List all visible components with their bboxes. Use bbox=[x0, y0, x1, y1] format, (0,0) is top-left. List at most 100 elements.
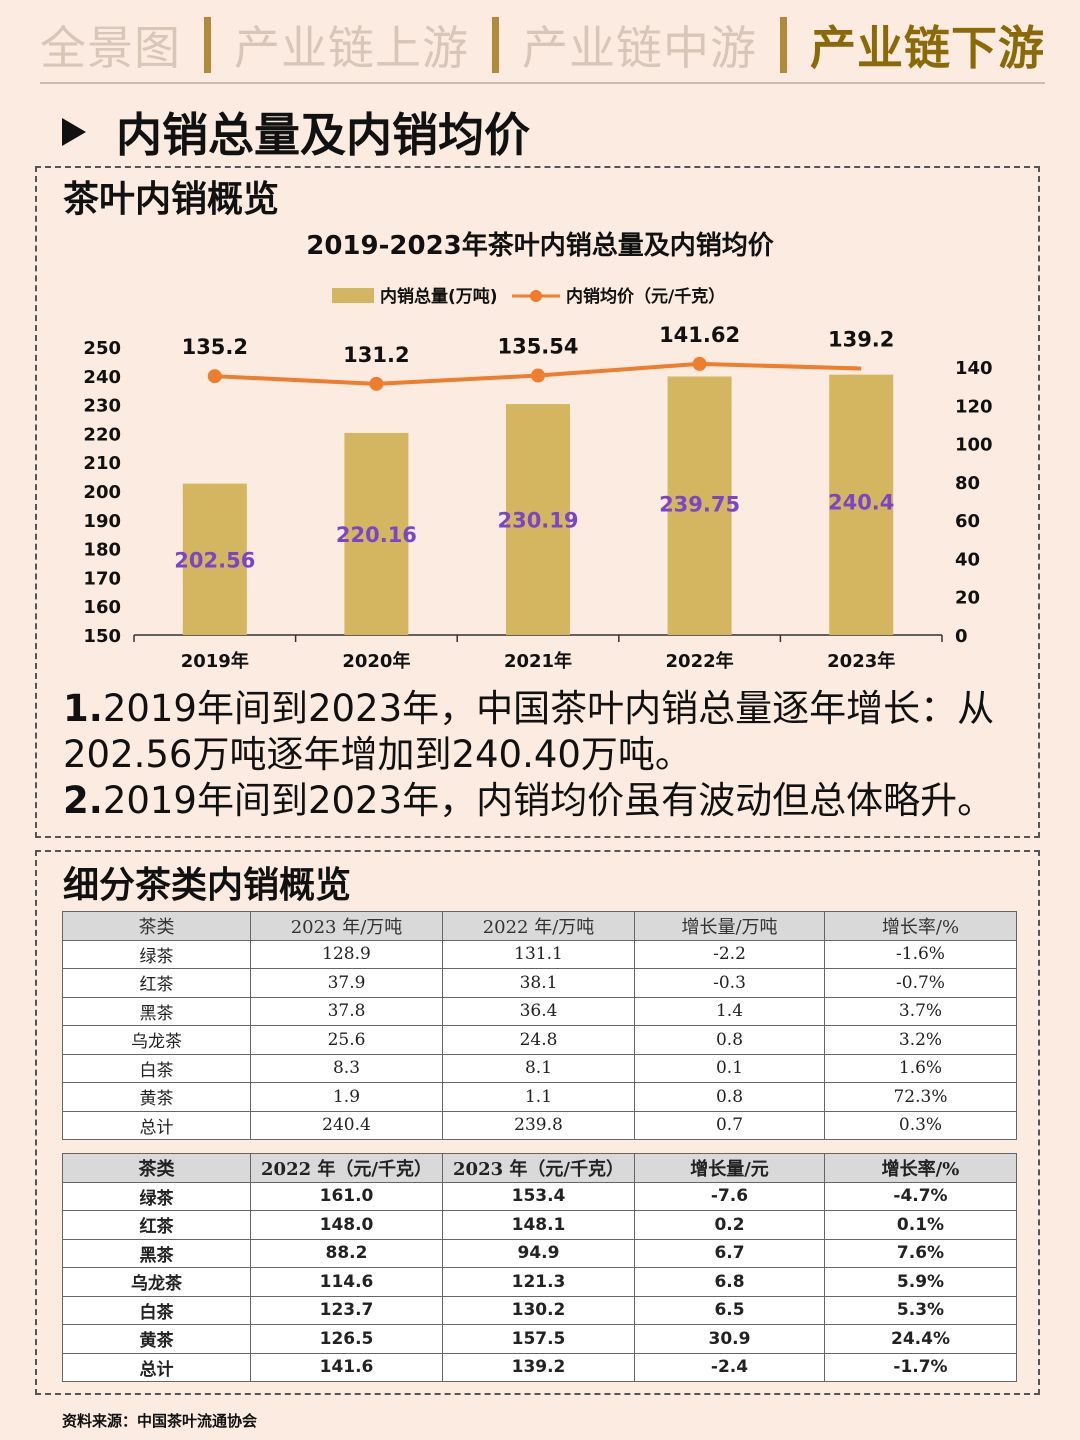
table-row: 总计 141.6 139.2 -2.4 -1.7% bbox=[62, 1352, 1017, 1382]
legend-bar-swatch bbox=[332, 288, 374, 303]
table-row: 黑茶 37.8 36.4 1.4 3.7% bbox=[62, 996, 1017, 1026]
table-cell: 153.4 bbox=[442, 1181, 635, 1211]
table-cell: 白茶 bbox=[62, 1295, 251, 1325]
table-cell: 148.0 bbox=[250, 1210, 443, 1240]
y2-tick-label: 60 bbox=[955, 511, 980, 532]
table-cell: 黑茶 bbox=[62, 996, 251, 1026]
table-cell: 黄茶 bbox=[62, 1324, 251, 1354]
volume-table-header-cell: 茶类 bbox=[62, 911, 251, 941]
table-cell: 6.8 bbox=[634, 1267, 825, 1297]
line-data-label: 135.54 bbox=[497, 335, 578, 359]
section-title-overview: 茶叶内销概览 bbox=[63, 179, 280, 220]
table-cell: 0.3% bbox=[824, 1110, 1017, 1140]
line-data-label: 131.2 bbox=[343, 343, 409, 367]
legend-bar-label: 内销总量(万吨) bbox=[380, 286, 498, 307]
bar-data-label: 220.16 bbox=[336, 523, 417, 547]
bar-sales-volume bbox=[506, 404, 570, 635]
table-row: 红茶 148.0 148.1 0.2 0.1% bbox=[62, 1210, 1017, 1240]
table-row: 白茶 8.3 8.1 0.1 1.6% bbox=[62, 1053, 1017, 1083]
y2-tick-label: 140 bbox=[955, 358, 993, 379]
table-row: 黑茶 88.2 94.9 6.7 7.6% bbox=[62, 1238, 1017, 1268]
table-cell: 0.8 bbox=[634, 1082, 825, 1112]
y2-tick-label: 100 bbox=[955, 435, 993, 456]
nav-separator bbox=[492, 17, 499, 73]
table-cell: 绿茶 bbox=[62, 939, 251, 969]
table-cell: 37.9 bbox=[250, 968, 443, 998]
table-row: 总计 240.4 239.8 0.7 0.3% bbox=[62, 1110, 1017, 1140]
volume-table-header-cell: 增长率/% bbox=[824, 911, 1017, 941]
chart-title: 2019-2023年茶叶内销总量及内销均价 bbox=[306, 230, 775, 261]
chart-notes: 1.2019年间到2023年，中国茶叶内销总量逐年增长：从202.56万吨逐年增… bbox=[63, 686, 1023, 824]
table-cell: 3.7% bbox=[824, 996, 1017, 1026]
table-cell: 0.1 bbox=[634, 1053, 825, 1083]
page-title: 内销总量及内销均价 bbox=[116, 108, 530, 162]
category-panel bbox=[35, 850, 1040, 1395]
table-cell: -4.7% bbox=[824, 1181, 1017, 1211]
line-data-label: 141.62 bbox=[659, 323, 740, 347]
table-cell: 0.7 bbox=[634, 1110, 825, 1140]
x-tick-label: 2022年 bbox=[666, 650, 734, 672]
price-table-header-row: 茶类 2022 年（元/千克） 2023 年（元/千克） 增长量/元 增长率/% bbox=[62, 1153, 1017, 1183]
y-tick-label: 240 bbox=[83, 367, 121, 388]
y-tick-label: 190 bbox=[83, 511, 121, 532]
nav-tab-overview[interactable]: 全景图 bbox=[40, 21, 181, 75]
bar-sales-volume bbox=[344, 432, 409, 635]
y-tick-label: 200 bbox=[83, 482, 121, 503]
volume-table-header-cell: 2023 年/万吨 bbox=[250, 911, 443, 941]
x-tick-label: 2019年 bbox=[181, 650, 249, 672]
table-cell: 8.1 bbox=[442, 1053, 635, 1083]
table-cell: 总计 bbox=[62, 1352, 251, 1382]
table-cell: 乌龙茶 bbox=[62, 1025, 251, 1055]
bar-data-label: 240.4 bbox=[828, 491, 894, 515]
volume-table-header-cell: 2022 年/万吨 bbox=[442, 911, 635, 941]
bar-data-label: 202.56 bbox=[174, 548, 255, 572]
note-item: 1.2019年间到2023年，中国茶叶内销总量逐年增长：从202.56万吨逐年增… bbox=[63, 687, 995, 776]
table-cell: 38.1 bbox=[442, 968, 635, 998]
table-cell: 88.2 bbox=[250, 1238, 443, 1268]
bar-data-label: 239.75 bbox=[659, 493, 740, 517]
table-cell: 乌龙茶 bbox=[62, 1267, 251, 1297]
table-cell: 30.9 bbox=[634, 1324, 825, 1354]
x-tick-label: 2021年 bbox=[504, 650, 572, 672]
nav-tab-midstream[interactable]: 产业链中游 bbox=[522, 21, 757, 75]
table-cell: -7.6 bbox=[634, 1181, 825, 1211]
y-tick-label: 150 bbox=[83, 626, 121, 647]
bar-sales-volume bbox=[829, 374, 894, 635]
y-tick-label: 160 bbox=[83, 597, 121, 618]
table-cell: 黑茶 bbox=[62, 1238, 251, 1268]
table-row: 绿茶 128.9 131.1 -2.2 -1.6% bbox=[62, 939, 1017, 969]
table-row: 黄茶 1.9 1.1 0.8 72.3% bbox=[62, 1082, 1017, 1112]
nav-tab-upstream[interactable]: 产业链上游 bbox=[234, 21, 469, 75]
price-table-header-cell: 2022 年（元/千克） bbox=[250, 1153, 443, 1183]
table-cell: 94.9 bbox=[442, 1238, 635, 1268]
nav-separator bbox=[780, 17, 787, 73]
table-cell: 240.4 bbox=[250, 1110, 443, 1140]
table-cell: 红茶 bbox=[62, 968, 251, 998]
table-row: 绿茶 161.0 153.4 -7.6 -4.7% bbox=[62, 1181, 1017, 1211]
table-cell: 148.1 bbox=[442, 1210, 635, 1240]
overview-panel bbox=[35, 166, 1040, 838]
price-table-header-cell: 2023 年（元/千克） bbox=[442, 1153, 635, 1183]
y2-tick-label: 80 bbox=[955, 473, 980, 494]
table-cell: 161.0 bbox=[250, 1181, 443, 1211]
line-point bbox=[369, 376, 384, 391]
table-cell: 139.2 bbox=[442, 1352, 635, 1382]
table-cell: -0.3 bbox=[634, 968, 825, 998]
y2-tick-label: 0 bbox=[955, 626, 968, 647]
table-row: 红茶 37.9 38.1 -0.3 -0.7% bbox=[62, 968, 1017, 998]
y2-tick-label: 120 bbox=[955, 396, 993, 417]
legend-line-marker bbox=[530, 290, 542, 302]
table-cell: 37.8 bbox=[250, 996, 443, 1026]
volume-table: 茶类 2023 年/万吨 2022 年/万吨 增长量/万吨 增长率/% 绿茶 128.9 13… bbox=[62, 911, 1017, 1140]
bar-sales-volume bbox=[667, 376, 732, 635]
table-cell: 5.3% bbox=[824, 1295, 1017, 1325]
x-tick-label: 2023年 bbox=[827, 650, 895, 672]
table-cell: 130.2 bbox=[442, 1295, 635, 1325]
table-cell: 131.1 bbox=[442, 939, 635, 969]
bar-data-label: 230.19 bbox=[497, 509, 578, 533]
table-cell: 3.2% bbox=[824, 1025, 1017, 1055]
volume-table-header-cell: 增长量/万吨 bbox=[634, 911, 825, 941]
note-item: 2.2019年间到2023年，内销均价虽有波动但总体略升。 bbox=[63, 779, 995, 822]
table-cell: -1.6% bbox=[824, 939, 1017, 969]
nav-tab-downstream[interactable]: 产业链下游 bbox=[810, 21, 1045, 75]
